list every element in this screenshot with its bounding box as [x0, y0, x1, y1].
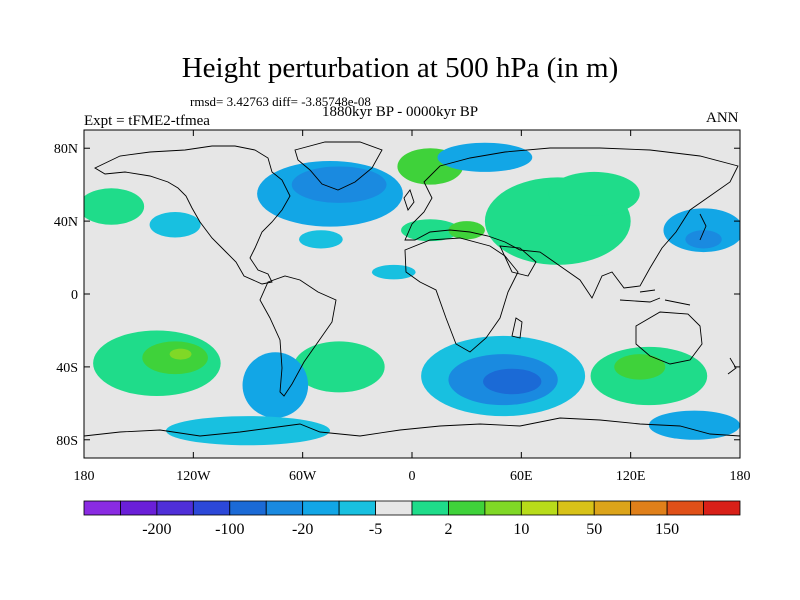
contour-region-7 — [149, 212, 201, 238]
colorbar-label: 150 — [655, 521, 679, 538]
coastline-madagascar — [511, 317, 523, 339]
contour-region-21 — [483, 368, 542, 395]
colorbar-swatch-13 — [557, 500, 595, 516]
coastline-new-zealand — [727, 357, 737, 375]
coastline-greenland — [294, 141, 383, 191]
contour-region-11 — [371, 264, 416, 280]
colorbar-swatch-1 — [120, 500, 158, 516]
contour-region-13 — [685, 230, 722, 249]
coastline-layer — [84, 141, 740, 437]
lat-tick-label: 40S — [56, 361, 78, 376]
colorbar-swatch-10 — [448, 500, 486, 516]
coastline-indonesia — [619, 289, 691, 306]
contour-region-17 — [293, 341, 385, 393]
colorbar-swatch-2 — [156, 500, 194, 516]
colorbar-label: 2 — [444, 521, 452, 538]
experiment-label: Expt = tFME2-tfmea — [84, 113, 210, 129]
colorbar-swatch-11 — [484, 500, 522, 516]
coastline-british-isles — [403, 189, 415, 211]
colorbar-swatch-8 — [375, 500, 413, 516]
lon-tick-label: 60W — [289, 469, 317, 484]
colorbar-swatch-6 — [302, 500, 340, 516]
season-label: ANN — [706, 110, 739, 126]
lon-tick-label: 0 — [409, 469, 416, 484]
contour-region-23 — [614, 354, 666, 380]
contour-region-25 — [648, 410, 740, 440]
colorbar: -200 -100 -20 -5 2 10 50 150 — [83, 500, 741, 538]
lon-tick-label: 120E — [616, 469, 646, 484]
colorbar-label: -100 — [215, 521, 244, 538]
lat-tick-label: 40N — [54, 215, 78, 230]
rmsd-diff-stats: rmsd= 3.42763 diff= -3.85748e-08 — [190, 94, 371, 109]
contour-region-1 — [548, 171, 640, 216]
coastline-africa — [404, 237, 519, 353]
colorbar-swatch-4 — [229, 500, 267, 516]
lat-tick-label: 80N — [54, 142, 78, 157]
colorbar-swatch-16 — [666, 500, 704, 516]
contour-field-layer — [84, 142, 740, 446]
colorbar-swatch-15 — [630, 500, 668, 516]
colorbar-label: -20 — [292, 521, 313, 538]
contour-region-16 — [169, 348, 192, 360]
contour-region-6 — [437, 142, 533, 172]
axis-ticks: 80N 40N 0 40S 80S 180 120W 60W 0 60E 120E 180 — [54, 130, 751, 484]
coastline-south-america — [259, 275, 337, 397]
colorbar-swatch-12 — [520, 500, 559, 516]
lat-tick-label: 80S — [56, 434, 78, 449]
lon-tick-label: 120W — [176, 469, 211, 484]
lon-tick-label: 180 — [730, 469, 751, 484]
contour-region-8 — [299, 230, 343, 249]
colorbar-label: -5 — [369, 521, 382, 538]
colorbar-swatch-17 — [703, 500, 741, 516]
lon-tick-label: 60E — [510, 469, 533, 484]
colorbar-label: 10 — [513, 521, 529, 538]
contour-region-18 — [242, 352, 309, 418]
map-title: Height perturbation at 500 hPa (in m) — [181, 52, 619, 84]
coastline-eurasia — [404, 147, 739, 299]
contour-region-9 — [401, 219, 460, 242]
colorbar-swatch-9 — [411, 500, 449, 516]
colorbar-swatch-7 — [338, 500, 376, 516]
coastline-japan — [699, 213, 707, 241]
colorbar-label: 50 — [586, 521, 602, 538]
contour-region-4 — [291, 166, 387, 203]
colorbar-label: -200 — [142, 521, 171, 538]
lat-tick-label: 0 — [71, 288, 78, 303]
coastline-australia — [635, 311, 703, 365]
coastline-arabia — [499, 245, 537, 277]
colorbar-swatch-14 — [593, 500, 632, 516]
coastline-antarctica — [84, 417, 740, 437]
colorbar-swatch-0 — [83, 500, 121, 516]
period-label: 1880kyr BP - 0000kyr BP — [322, 104, 479, 120]
contour-region-2 — [84, 188, 145, 225]
colorbar-swatch-3 — [192, 500, 231, 516]
colorbar-swatch-5 — [265, 500, 304, 516]
contour-region-10 — [448, 221, 485, 240]
coastline-north-america — [94, 145, 291, 285]
lon-tick-label: 180 — [74, 469, 95, 484]
